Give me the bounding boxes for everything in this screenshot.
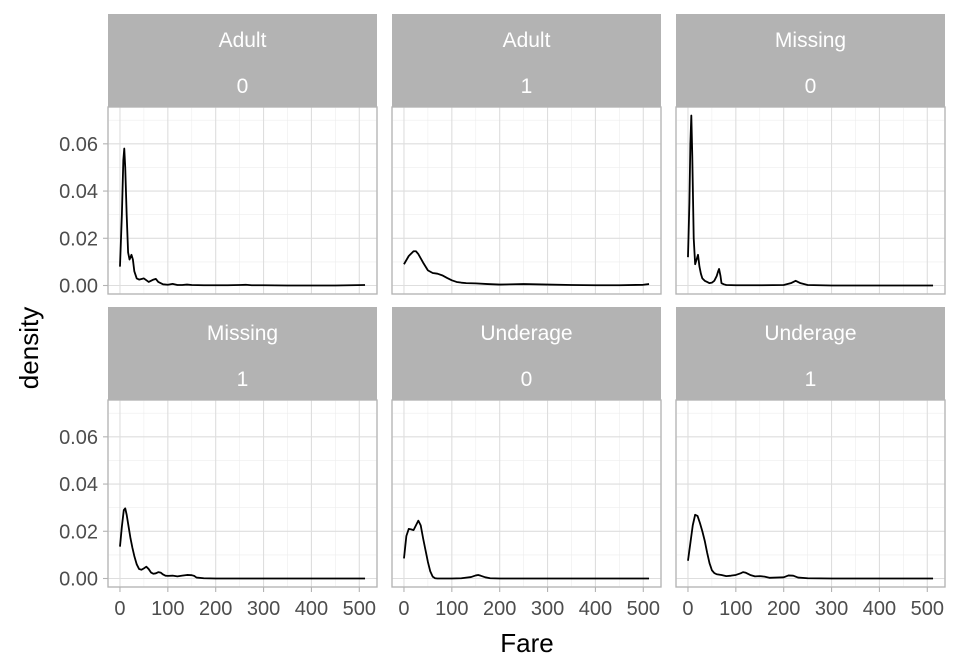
- facet-strip-label-age: Underage: [480, 322, 572, 345]
- panel-background: [107, 106, 378, 295]
- panel-border: [391, 399, 662, 588]
- y-tick-label: 0.04: [59, 181, 98, 203]
- x-tick-label: 200: [483, 598, 516, 620]
- panel-background: [675, 399, 946, 588]
- gridlines: [676, 107, 945, 294]
- facet-panel: Missing 1: [107, 307, 378, 588]
- x-axis-title: Fare: [500, 628, 553, 658]
- facet-panels: Adult0Adult1Missing0Missing1Underage0Und…: [107, 14, 946, 588]
- x-tick-label: 0: [398, 598, 409, 620]
- x-tick-label: 300: [815, 598, 848, 620]
- x-tick-label: 100: [435, 598, 468, 620]
- axes: 0.000.020.040.060.000.020.040.060 100 200 3…: [59, 134, 944, 620]
- facet-strip-label-survived: 0: [521, 368, 533, 391]
- facet-strip: [392, 14, 661, 107]
- facet-strip-label-survived: 0: [805, 75, 817, 98]
- y-tick-label: 0.02: [59, 228, 98, 250]
- x-tick-label: 100: [151, 598, 184, 620]
- panel-background: [391, 106, 662, 295]
- facet-panel: Missing 0: [675, 14, 946, 295]
- x-tick-label: 500: [911, 598, 944, 620]
- facet-panel: Adult 0: [107, 14, 378, 295]
- facet-strip-label-survived: 1: [521, 75, 533, 98]
- facet-strip-label-age: Missing: [207, 322, 278, 345]
- x-tick-label: 200: [767, 598, 800, 620]
- density-line: [119, 147, 366, 287]
- y-tick-label: 0.02: [59, 521, 98, 543]
- density-line: [687, 114, 934, 287]
- facet-strip-label-age: Adult: [219, 29, 267, 52]
- facet-strip: [108, 14, 377, 107]
- facet-strip: [108, 307, 377, 400]
- x-tick-label: 500: [343, 598, 376, 620]
- panel-border: [391, 106, 662, 295]
- density-line: [687, 513, 934, 580]
- facet-strip-label-age: Adult: [503, 29, 551, 52]
- facet-panel: Underage 0: [391, 307, 662, 588]
- panel-background: [391, 399, 662, 588]
- facet-panel: Underage 1: [675, 307, 946, 588]
- y-tick-label: 0.00: [59, 276, 98, 298]
- x-tick-label: 200: [199, 598, 232, 620]
- x-tick-label: 400: [579, 598, 612, 620]
- panel-background: [107, 399, 378, 588]
- facet-strip: [676, 14, 945, 107]
- x-tick-label: 300: [247, 598, 280, 620]
- gridlines: [108, 107, 377, 294]
- x-tick-label: 500: [627, 598, 660, 620]
- y-axis-title: density: [14, 307, 44, 389]
- y-tick-label: 0.06: [59, 427, 98, 449]
- x-tick-label: 100: [719, 598, 752, 620]
- density-line: [119, 507, 366, 580]
- facet-strip-label-survived: 1: [805, 368, 817, 391]
- facet-strip-label-survived: 0: [237, 75, 249, 98]
- panel-background: [675, 106, 946, 295]
- panel-border: [675, 399, 946, 588]
- y-tick-label: 0.06: [59, 134, 98, 156]
- density-line: [403, 519, 650, 580]
- y-tick-label: 0.04: [59, 474, 98, 496]
- gridlines: [676, 400, 945, 587]
- facet-strip: [676, 307, 945, 400]
- x-tick-label: 400: [863, 598, 896, 620]
- gridlines: [392, 107, 661, 294]
- panel-border: [675, 106, 946, 295]
- facet-strip-label-age: Underage: [764, 322, 856, 345]
- density-line: [403, 250, 650, 287]
- x-tick-label: 0: [682, 598, 693, 620]
- facet-strip-label-survived: 1: [237, 368, 249, 391]
- x-tick-label: 300: [531, 598, 564, 620]
- facet-panel: Adult 1: [391, 14, 662, 295]
- facet-strip-label-age: Missing: [775, 29, 846, 52]
- x-tick-label: 0: [114, 598, 125, 620]
- y-tick-label: 0.00: [59, 569, 98, 591]
- panel-border: [107, 106, 378, 295]
- x-tick-label: 400: [295, 598, 328, 620]
- panel-border: [107, 399, 378, 588]
- facet-strip: [392, 307, 661, 400]
